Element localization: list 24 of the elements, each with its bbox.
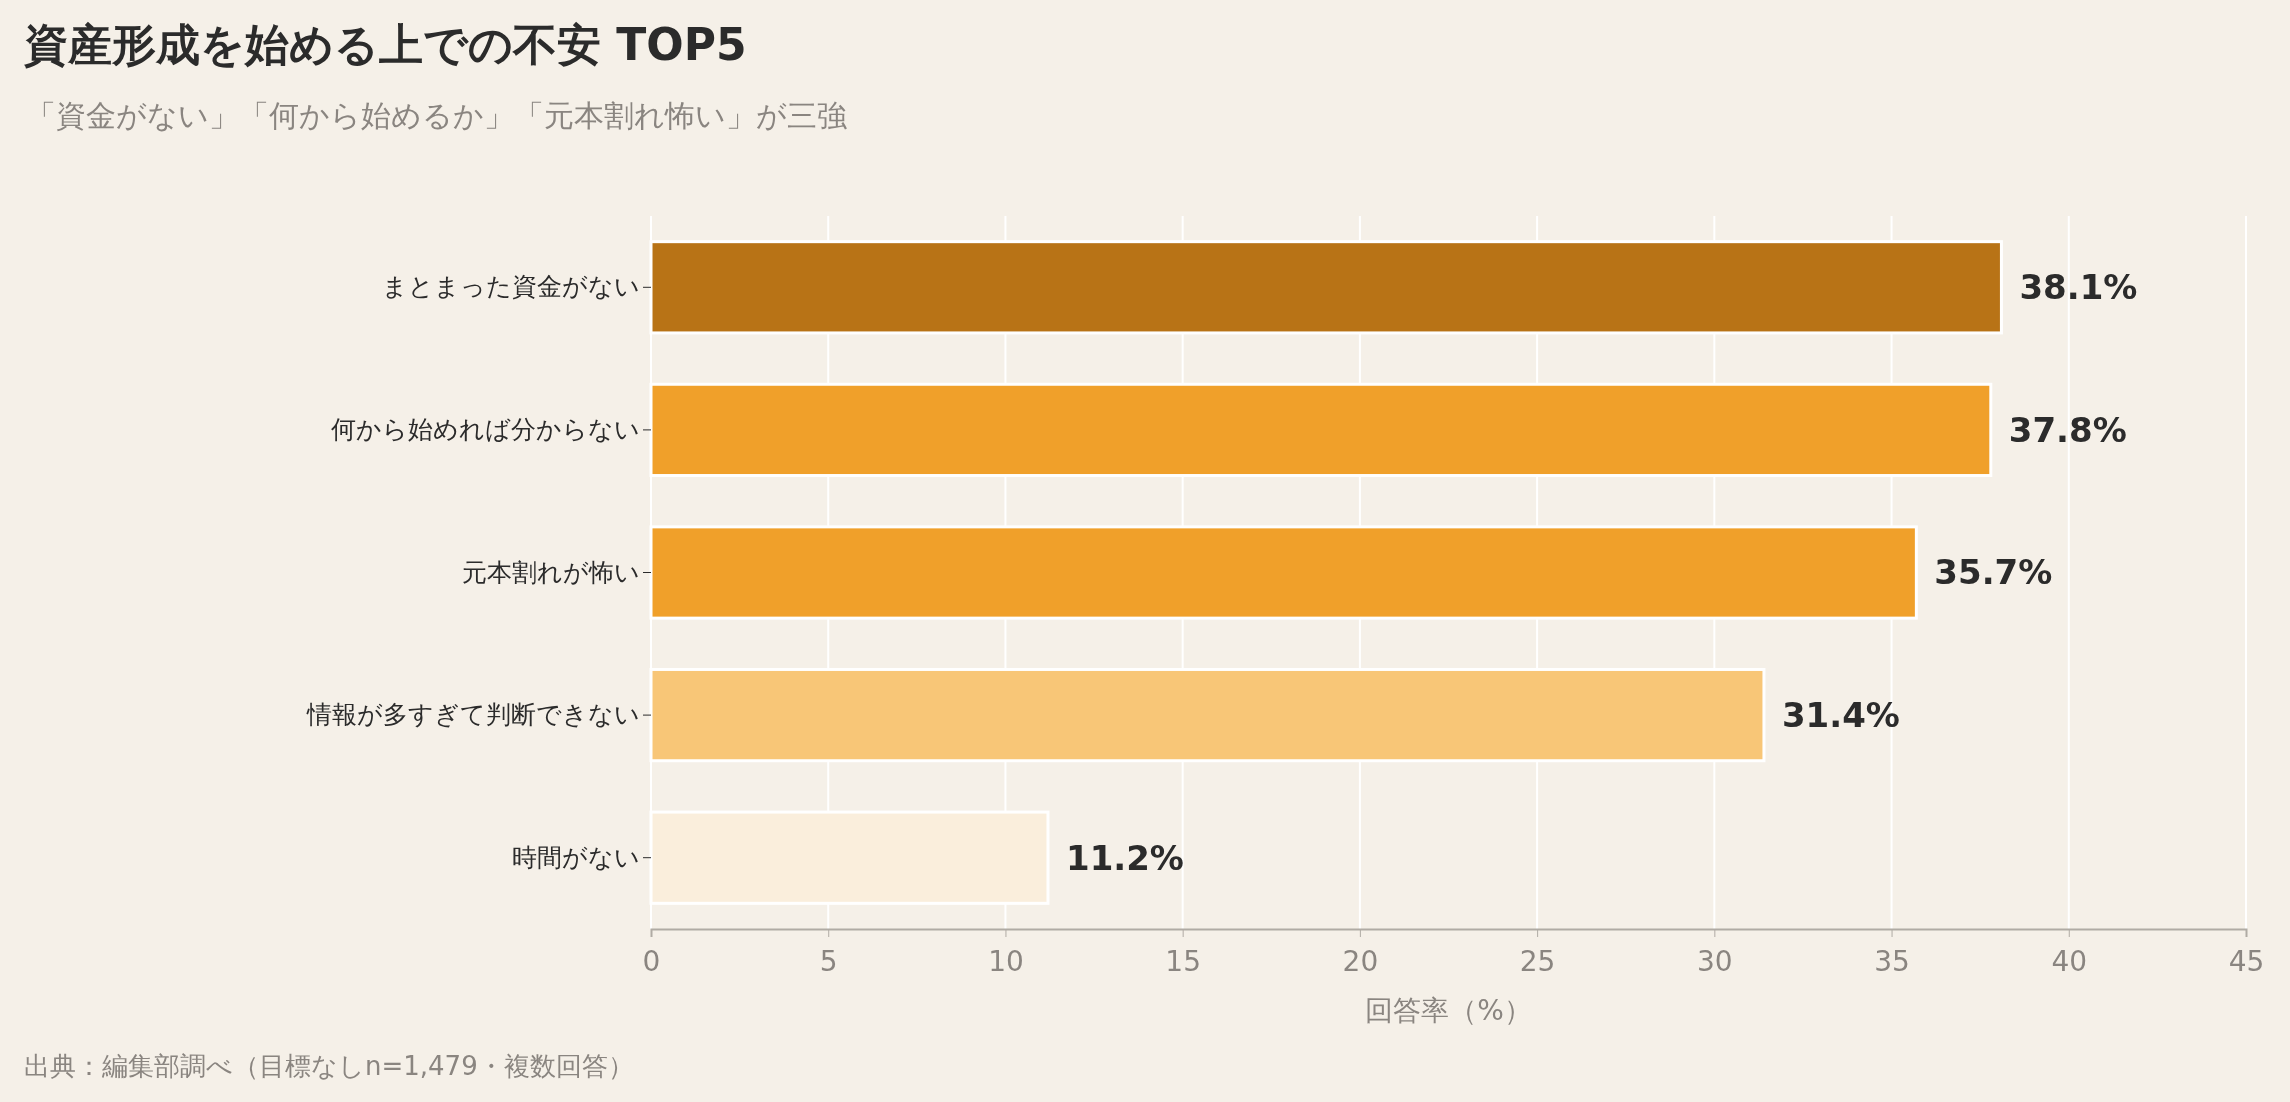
data-label: 37.8% [2008, 409, 2127, 450]
x-tick-label: 15 [1165, 944, 1201, 978]
data-label: 11.2% [1065, 837, 1184, 878]
x-tick-label: 5 [819, 944, 838, 978]
data-label: 35.7% [1934, 552, 2053, 593]
x-tick-label: 25 [1519, 944, 1556, 978]
chart-subtitle: 「資金がない」「何から始めるか」「元本割れ怖い」が三強 [26, 98, 847, 133]
chart-title: 資産形成を始める上での不安 TOP5 [24, 19, 747, 70]
x-tick-label: 40 [2051, 944, 2088, 978]
y-tick-label: 情報が多すぎて判断できない [306, 700, 640, 730]
x-tick-label: 0 [642, 944, 661, 978]
x-tick-label: 20 [1342, 944, 1379, 978]
data-label: 38.1% [2019, 267, 2138, 308]
x-tick-label: 35 [1874, 944, 1910, 978]
x-tick-label: 45 [2228, 944, 2265, 978]
data-label: 31.4% [1781, 695, 1900, 735]
source-note: 出典：編集部調べ（目標なしn=1,479・複数回答） [24, 1051, 634, 1081]
x-axis-title: 回答率（%） [1365, 994, 1532, 1027]
y-tick-label: 時間がない [512, 842, 640, 872]
y-tick-label: 元本割れが怖い [462, 557, 640, 587]
y-tick-label: 何から始めれば分からない [331, 414, 640, 444]
x-tick-label: 30 [1697, 944, 1733, 978]
y-tick-label: まとまった資金がない [382, 272, 640, 302]
x-tick-label: 10 [988, 944, 1024, 978]
